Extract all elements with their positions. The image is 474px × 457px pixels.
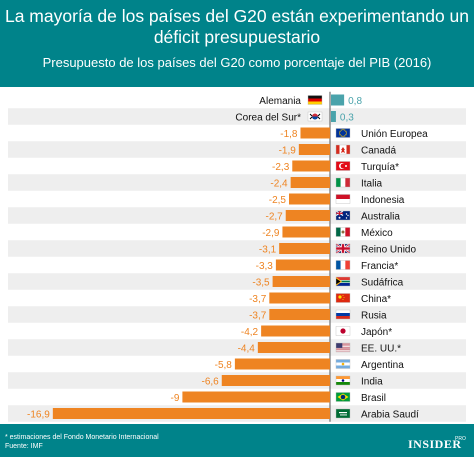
argentina-flag-icon [335,359,351,369]
canada-flag-icon [335,144,351,155]
chart-title: La mayoría de los países del G20 están e… [4,6,470,47]
category-label: México [361,228,393,239]
value-label: -2,4 [270,179,288,190]
row-stripe [8,108,466,125]
bar [289,193,330,205]
value-label: -3,7 [249,311,267,322]
value-label: -2,3 [272,162,290,173]
bar [221,375,330,386]
italy-flag-icon [335,177,351,188]
uk-flag-icon [335,243,351,254]
india-flag-icon [335,375,351,386]
eu-flag-icon [335,128,351,138]
value-label: -9 [170,393,179,404]
category-label: Unión Europea [361,129,428,140]
footnote: * estimaciones del Fondo Monetario Inter… [5,434,159,441]
category-label: Corea del Sur* [235,113,301,124]
bar [298,144,330,155]
value-label: -1,8 [280,129,298,140]
value-label: -16,9 [27,410,50,421]
category-label: Japón* [361,327,392,338]
category-label: Australia [361,212,400,223]
value-label: -4,4 [238,344,256,355]
value-label: -2,5 [269,195,287,206]
bar [292,160,330,172]
category-label: Argentina [361,360,404,371]
germany-flag-icon [307,95,323,105]
bar [331,111,336,122]
bar [52,408,331,419]
bar [272,276,330,287]
south-korea-flag-icon [307,111,323,122]
category-label: India [361,377,383,388]
china-flag-icon [335,293,351,303]
category-label: China* [361,294,391,305]
australia-flag-icon [335,210,351,221]
row-stripe [8,141,466,158]
source-note: Fuente: IMF [5,443,43,450]
category-label: Indonesia [361,195,405,206]
category-label: Reino Unido [361,245,416,256]
row-stripe [8,240,466,257]
category-label: EE. UU.* [361,344,401,355]
indonesia-flag-icon [335,194,351,204]
turkey-flag-icon [335,161,351,171]
japan-flag-icon [335,326,351,336]
category-label: Italia [361,179,383,190]
bar-chart: 0,8 Alemania 0,3 Corea del Sur* -1,8 Unión Eu… [8,91,466,422]
row-stripe [8,306,466,323]
bar [269,292,330,304]
category-label: Sudáfrica [361,278,404,289]
category-label: Arabia Saudí [361,410,419,421]
saudi-arabia-flag-icon [335,408,351,419]
row-stripe [8,207,466,224]
bar [234,358,330,370]
brand-logo: INSIDER [408,437,462,451]
value-label: -1,9 [279,146,297,157]
value-label: -3,1 [259,245,277,256]
bar [282,226,330,238]
footer-banner [0,424,474,457]
south-africa-flag-icon [335,276,351,287]
value-label: -2,9 [262,228,280,239]
value-label: -3,7 [249,294,267,305]
value-label: -3,5 [252,278,270,289]
bar [331,94,345,106]
category-label: Francia* [361,261,398,272]
bar [285,210,330,221]
chart-subtitle: Presupuesto de los países del G20 como p… [42,55,432,70]
bar [275,259,330,271]
row-stripe [8,273,466,290]
row-stripe [8,174,466,191]
bar [257,342,330,353]
brazil-flag-icon [335,392,351,402]
bar [279,243,330,254]
category-label: Brasil [361,393,386,404]
brand-suffix: PRO [455,436,466,442]
value-label: 0,3 [340,113,354,124]
category-label: Canadá [361,146,396,157]
mexico-flag-icon [335,227,351,237]
bar [261,325,330,337]
value-label: -4,2 [241,327,259,338]
russia-flag-icon [335,309,351,320]
category-label: Alemania [259,96,301,107]
value-label: -5,8 [215,360,233,371]
value-label: -6,6 [202,377,220,388]
value-label: -3,3 [256,261,274,272]
bar [290,177,330,188]
france-flag-icon [335,260,351,270]
bar [300,127,330,139]
bar [182,391,330,403]
row-stripe [8,339,466,356]
bar [269,309,330,320]
value-label: -2,7 [265,212,283,223]
category-label: Rusia [361,311,387,322]
usa-flag-icon [335,342,351,353]
header-banner [0,0,474,87]
value-label: 0,8 [348,96,362,107]
category-label: Turquía* [361,162,399,173]
